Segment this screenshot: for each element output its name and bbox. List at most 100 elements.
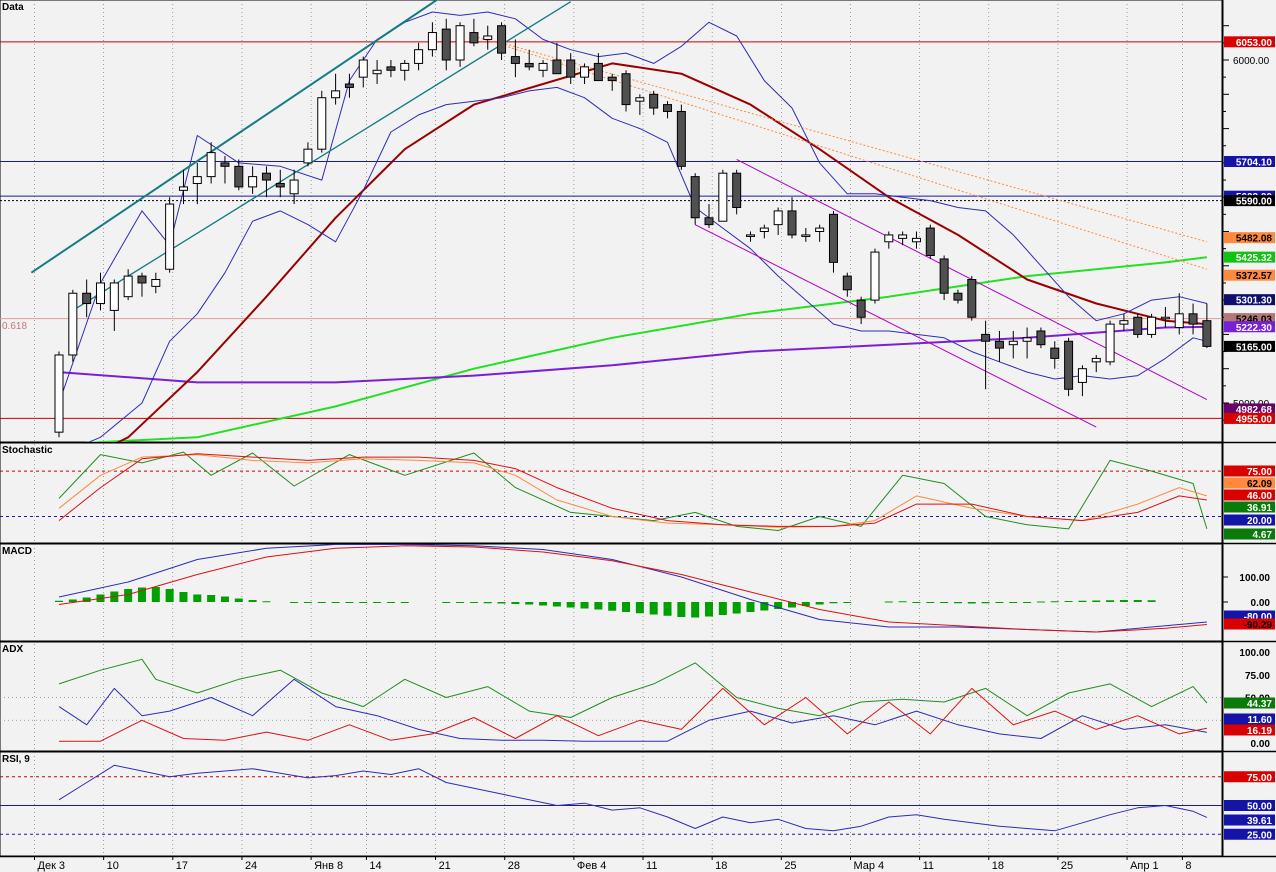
adx-value-label-text: 11.60 xyxy=(1248,715,1273,726)
panel-title-data: Data xyxy=(2,2,24,13)
x-tick-label: 10 xyxy=(107,860,119,872)
x-tick-label: Мар 4 xyxy=(853,860,884,872)
adx-minus-di-line xyxy=(59,687,1207,742)
macd-histogram-bar xyxy=(566,602,575,608)
macd-value-label-text: -80.00 xyxy=(1244,612,1273,623)
candle-down xyxy=(234,165,244,188)
price-level-label-bg xyxy=(1224,36,1275,48)
candle-up xyxy=(427,32,437,51)
stoch-value-label: 36.91 xyxy=(1224,501,1275,514)
teal-channel-lower xyxy=(72,1,572,311)
macd-histogram-bar xyxy=(442,602,451,603)
candle-up xyxy=(317,97,327,150)
stoch-value-label-text: 36.91 xyxy=(1247,503,1272,514)
candle-down xyxy=(704,217,714,226)
stoch-value-label-text: 46.00 xyxy=(1247,491,1272,502)
macd-histogram-bar xyxy=(594,602,603,610)
axes-layer: Дек 3 10 17 24 Янв 8 14 21 28 Фев 4 11 18 25 Мар 4 11… xyxy=(34,25,1275,872)
macd-histogram-bar xyxy=(787,602,796,608)
candle-down xyxy=(649,93,659,109)
candle-down xyxy=(137,275,147,284)
price-level-label-bg xyxy=(1224,251,1275,263)
candle-down xyxy=(856,299,866,318)
macd-histogram-bar xyxy=(317,602,326,603)
price-level-label-text: 5246.03 xyxy=(1236,315,1273,326)
candle-up xyxy=(718,172,728,222)
x-tick-label: 18 xyxy=(715,860,727,872)
candle-down xyxy=(967,279,977,318)
rsi-value-label: 25.00 xyxy=(1224,828,1275,841)
rsi-value-label: 50.00 xyxy=(1224,800,1275,813)
macd-histogram-bar xyxy=(373,602,382,603)
rsi-value-label: 39.61 xyxy=(1224,814,1275,827)
candle-up xyxy=(95,282,105,305)
price-level-label-text: 5425.32 xyxy=(1236,253,1273,264)
macd-histogram-bar xyxy=(1092,600,1101,602)
macd-signal-line xyxy=(58,545,1207,633)
macd-histogram-bar xyxy=(290,602,299,603)
price-axis-label: 6000.00 xyxy=(1233,56,1270,67)
macd-histogram-bar xyxy=(400,602,409,603)
stoch-value-label-bg xyxy=(1224,514,1275,526)
candle-up xyxy=(123,275,133,298)
candle-down xyxy=(566,59,576,78)
rsi-line xyxy=(58,764,1208,832)
candle-up xyxy=(1174,313,1184,329)
candle-up xyxy=(303,148,313,164)
candle-up xyxy=(414,49,424,64)
macd-histogram-bar xyxy=(469,602,478,603)
candle-down xyxy=(220,162,230,167)
candle-down xyxy=(1036,330,1046,346)
candle-down xyxy=(469,32,479,44)
candle-up xyxy=(801,234,811,237)
candle-down xyxy=(981,333,991,342)
x-tick-label: 21 xyxy=(439,860,451,872)
macd-histogram-bar xyxy=(179,592,188,602)
price-level-label: 5222.30 xyxy=(1224,321,1275,334)
macd-histogram-bar xyxy=(898,601,907,603)
price-level-label-bg xyxy=(1224,155,1275,167)
macd-histogram-bar xyxy=(68,599,77,602)
candle-up xyxy=(1022,337,1032,342)
macd-histogram-bar xyxy=(1064,601,1073,602)
macd-histogram-bar xyxy=(262,601,271,603)
macd-value-label-text: -90.29 xyxy=(1244,620,1273,631)
candle-down xyxy=(994,340,1004,349)
macd-histogram-bar xyxy=(1050,601,1059,603)
candle-up xyxy=(773,210,783,226)
price-level-label: 4982.68 xyxy=(1224,403,1275,416)
macd-histogram-bar xyxy=(248,600,257,602)
macd-histogram-bar xyxy=(608,602,617,611)
candle-down xyxy=(1064,340,1074,390)
x-tick-label: Дек 3 xyxy=(38,860,66,872)
macd-histogram-bar xyxy=(386,602,395,603)
macd-histogram-bar xyxy=(207,595,216,602)
candle-up xyxy=(884,234,894,243)
macd-histogram-bar xyxy=(525,602,534,605)
macd-histogram-bar xyxy=(55,600,63,602)
macd-histogram-bar xyxy=(497,602,506,604)
adx-axis-label: 0.00 xyxy=(1251,739,1271,750)
price-level-label-text: 5704.10 xyxy=(1236,157,1273,168)
candle-down xyxy=(1188,313,1198,325)
rsi-value-label-bg xyxy=(1224,771,1275,783)
macd-histogram-bar xyxy=(705,602,714,617)
price-level-label: 6053.00 xyxy=(1224,36,1275,49)
candle-down xyxy=(344,83,354,88)
panel-title-adx: ADX xyxy=(2,644,23,655)
price-level-label: 5704.10 xyxy=(1224,155,1275,168)
macd-histogram-bar xyxy=(303,602,312,603)
macd-histogram-bar xyxy=(580,602,589,609)
macd-histogram-bar xyxy=(622,602,631,612)
candle-up xyxy=(248,176,258,188)
stoch-signal-line xyxy=(58,453,1207,527)
macd-histogram-bar xyxy=(649,602,658,615)
x-tick-label: Апр 1 xyxy=(1130,860,1159,872)
x-tick-label: 14 xyxy=(369,860,381,872)
macd-histogram-bar xyxy=(912,602,921,603)
candle-up xyxy=(455,25,465,61)
macd-histogram-bar xyxy=(843,602,852,603)
plots-layer xyxy=(0,0,1222,835)
price-level-label-text: 5482.08 xyxy=(1236,234,1273,245)
candle-down xyxy=(82,292,92,305)
